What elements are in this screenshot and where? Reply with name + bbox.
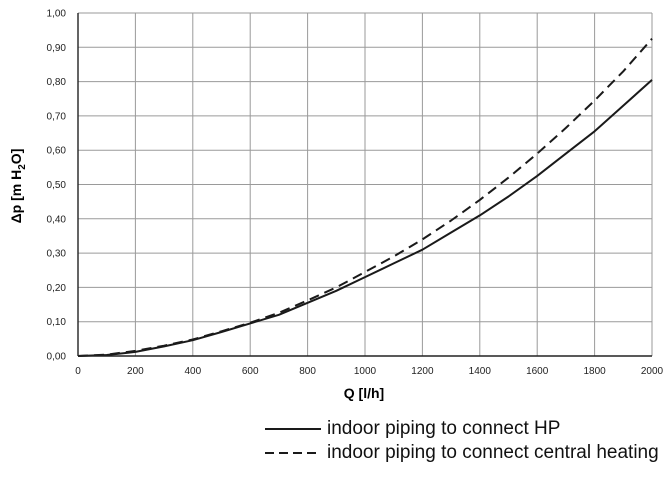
x-tick-label: 1400: [469, 366, 492, 377]
y-tick-label: 0,10: [47, 317, 67, 328]
legend-label: indoor piping to connect HP: [327, 418, 561, 439]
y-tick-label: 0,70: [47, 111, 67, 122]
y-tick-label: 0,00: [47, 352, 67, 363]
x-tick-label: 200: [127, 366, 144, 377]
y-tick-label: 0,80: [47, 77, 67, 88]
series-line-dashed: [77, 38, 653, 357]
x-tick-label: 400: [184, 366, 201, 377]
y-tick-label: 0,50: [47, 180, 67, 191]
x-tick-label: 0: [75, 366, 81, 377]
x-tick-label: 800: [299, 366, 316, 377]
chart-plot: 0 200 400 600 800 1000 1200 1400 1600 1800 2000 0,0…: [8, 9, 664, 402]
x-tick-label: 1800: [583, 366, 606, 377]
legend-label: indoor piping to connect central heating: [327, 442, 659, 463]
x-axis-label: Q [l/h]: [344, 385, 384, 401]
x-tick-label: 600: [242, 366, 259, 377]
y-tick-label: 0,30: [47, 249, 67, 260]
y-tick-label: 0,90: [47, 43, 67, 54]
y-tick-label: 0,40: [47, 214, 67, 225]
legend-swatch-dashed: [265, 452, 321, 454]
legend-item: indoor piping to connect central heating: [265, 442, 660, 464]
x-tick-label: 1000: [354, 366, 377, 377]
y-axis-label: Δp [m H2O]: [8, 149, 28, 224]
x-tick-label: 1600: [526, 366, 549, 377]
x-tick-label: 1200: [411, 366, 434, 377]
legend-item: indoor piping to connect HP: [265, 418, 660, 440]
y-tick-label: 0,20: [47, 283, 67, 294]
legend: indoor piping to connect HP indoor pipin…: [265, 418, 660, 466]
x-tick-label: 2000: [641, 366, 664, 377]
y-tick-label: 1,00: [47, 9, 67, 20]
y-tick-label: 0,60: [47, 146, 67, 157]
legend-swatch-solid: [265, 428, 321, 430]
